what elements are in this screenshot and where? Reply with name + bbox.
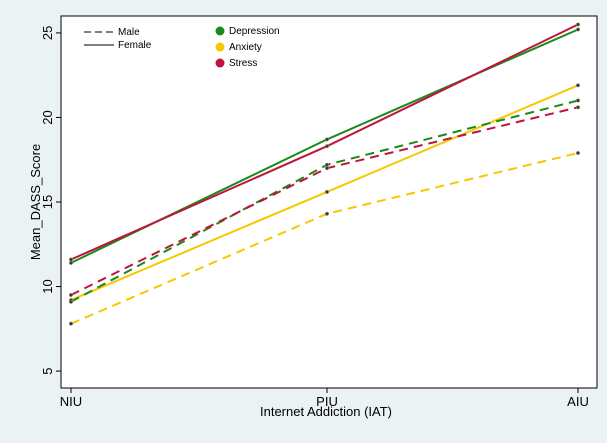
data-point-stress-female	[68, 257, 74, 262]
legend-stress-label: Stress	[229, 58, 257, 69]
y-tick-label: 15	[40, 195, 55, 209]
y-tick-label: 25	[40, 26, 55, 40]
data-point-depression-female	[324, 137, 330, 142]
data-point-depression-female	[68, 260, 74, 265]
x-tick-label: AIU	[567, 394, 589, 409]
legend-male-label: Male	[118, 27, 140, 38]
y-tick-label: 5	[40, 367, 55, 374]
data-point-stress-male	[575, 105, 581, 110]
y-tick-label: 20	[40, 110, 55, 124]
data-point-anxiety-female	[324, 189, 330, 194]
plot-area	[60, 15, 598, 389]
legend-anxiety-label: Anxiety	[229, 42, 262, 53]
data-point-anxiety-male	[324, 211, 330, 216]
data-point-anxiety-female	[575, 83, 581, 88]
y-axis-title: Mean_DASS_Score	[28, 144, 43, 260]
data-point-stress-female	[324, 144, 330, 149]
x-tick-label: NIU	[60, 394, 82, 409]
data-point-stress-male	[324, 166, 330, 171]
legend-female-label: Female	[118, 40, 152, 51]
data-point-anxiety-male	[575, 150, 581, 156]
legend-anxiety-marker	[215, 42, 225, 52]
data-point-depression-male	[575, 98, 581, 103]
data-point-stress-male	[68, 292, 74, 298]
data-point-depression-male	[68, 299, 74, 304]
x-axis-title: Internet Addiction (IAT)	[260, 404, 392, 419]
data-point-depression-female	[575, 27, 581, 32]
x-tick-label: PIU	[316, 394, 338, 409]
series-points	[68, 22, 581, 326]
legend-depression-label: Depression	[229, 26, 280, 37]
data-point-stress-female	[575, 22, 581, 27]
data-point-depression-male	[324, 162, 330, 167]
data-point-anxiety-male	[68, 321, 74, 326]
y-tick-label: 10	[40, 279, 55, 293]
legend-depression-marker	[215, 26, 225, 36]
legend-stress-marker	[215, 58, 225, 68]
axes: 5 10 15 20 25 NIU PIU AIU	[40, 26, 589, 409]
legend: Male Female Depression Anxiety Stress	[84, 26, 280, 69]
